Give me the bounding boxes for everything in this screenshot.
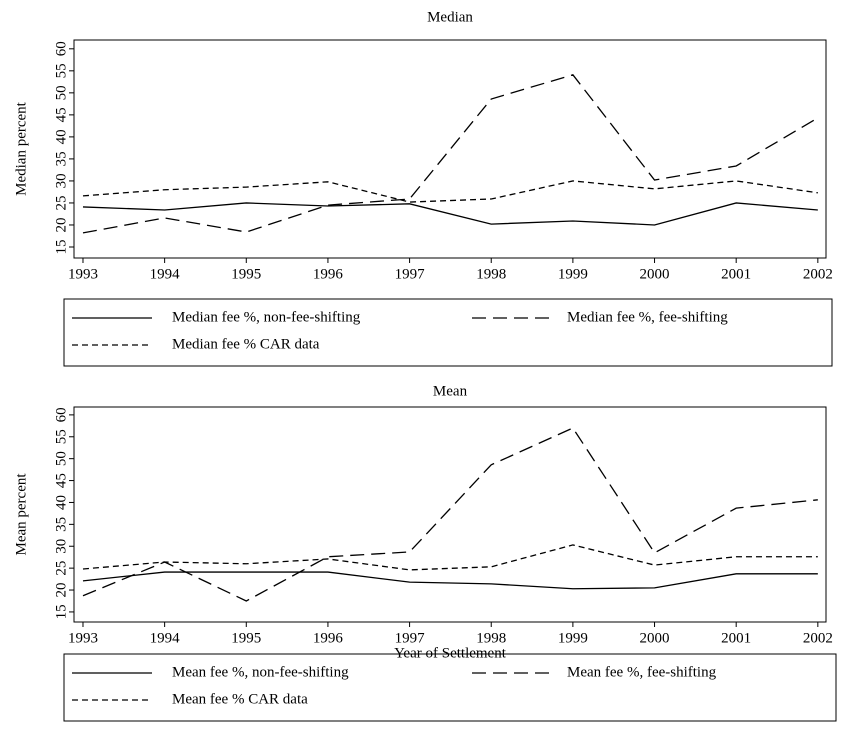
y-tick-label: 50	[53, 85, 69, 100]
y-tick-label: 55	[53, 429, 69, 444]
x-tick-label: 1993	[68, 266, 98, 282]
x-tick-label: 2000	[640, 266, 670, 282]
series-line	[82, 544, 818, 571]
x-tick-label: 1993	[68, 630, 98, 646]
series-line	[82, 571, 818, 590]
x-tick-label: 1997	[395, 630, 426, 646]
panel-title: Median	[427, 9, 473, 25]
y-tick-label: 25	[53, 195, 69, 210]
y-axis-label: Median percent	[13, 101, 29, 196]
x-tick-label: 2001	[721, 630, 751, 646]
y-tick-label: 55	[53, 63, 69, 78]
y-tick-label: 25	[53, 561, 69, 576]
series-line	[82, 180, 818, 203]
x-tick-label: 2000	[640, 630, 670, 646]
y-tick-label: 30	[53, 173, 69, 188]
x-tick-label: 2002	[803, 630, 833, 646]
legend-label: Median fee %, fee-shifting	[567, 309, 728, 325]
plot-frame	[73, 406, 827, 623]
legend-box	[63, 298, 833, 367]
series-line	[82, 74, 819, 234]
y-tick-label: 40	[53, 129, 69, 144]
y-tick-label: 45	[53, 107, 69, 122]
plot-frame	[73, 39, 827, 259]
y-tick-label: 30	[53, 539, 69, 554]
y-tick-label: 15	[53, 239, 69, 254]
series-line	[82, 202, 818, 226]
legend-label: Mean fee %, fee-shifting	[567, 664, 717, 680]
y-tick-label: 40	[53, 495, 69, 510]
legend-label: Median fee %, non-fee-shifting	[172, 309, 361, 325]
x-tick-label: 2001	[721, 266, 751, 282]
y-tick-label: 20	[53, 217, 69, 232]
x-tick-label: 1994	[150, 266, 181, 282]
y-tick-label: 35	[53, 151, 69, 166]
x-tick-label: 1999	[558, 630, 588, 646]
y-tick-label: 50	[53, 451, 69, 466]
x-tick-label: 1998	[476, 266, 506, 282]
x-tick-label: 1999	[558, 266, 588, 282]
legend-box	[63, 653, 837, 722]
legend-label: Median fee % CAR data	[172, 336, 320, 352]
y-tick-label: 60	[53, 407, 69, 422]
legend-label: Mean fee %, non-fee-shifting	[172, 664, 349, 680]
x-tick-label: 1996	[313, 630, 344, 646]
y-tick-label: 45	[53, 473, 69, 488]
series-line	[82, 427, 818, 602]
y-tick-label: 35	[53, 517, 69, 532]
x-tick-label: 1994	[150, 630, 181, 646]
x-axis-label: Year of Settlement	[394, 645, 507, 661]
x-tick-label: 1997	[395, 266, 426, 282]
x-tick-label: 2002	[803, 266, 833, 282]
x-tick-label: 1995	[231, 630, 261, 646]
panel-title: Mean	[433, 383, 468, 399]
y-tick-label: 20	[53, 583, 69, 598]
y-axis-label: Mean percent	[13, 473, 29, 556]
x-tick-label: 1998	[476, 630, 506, 646]
y-tick-label: 60	[53, 41, 69, 56]
y-tick-label: 15	[53, 604, 69, 619]
x-tick-label: 1995	[231, 266, 261, 282]
legend-label: Mean fee % CAR data	[172, 691, 308, 707]
x-tick-label: 1996	[313, 266, 344, 282]
